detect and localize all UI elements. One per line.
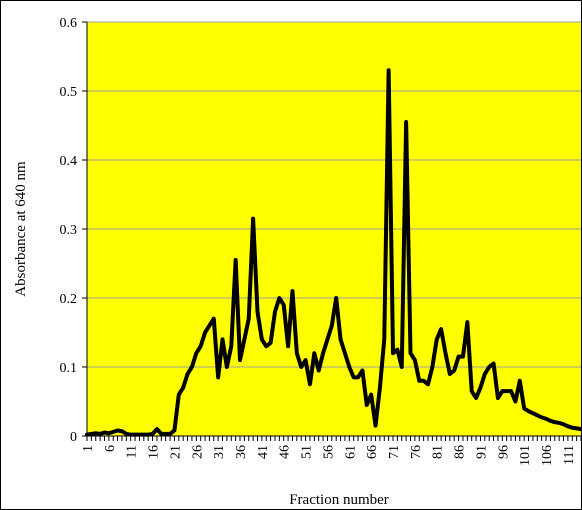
x-tick-label: 11 <box>125 445 140 458</box>
x-tick-label: 16 <box>147 445 162 459</box>
x-tick-label: 86 <box>453 445 468 459</box>
y-tick-label: 0.2 <box>60 292 78 307</box>
y-tick-label: 0.3 <box>60 223 78 238</box>
y-axis-title: Absorbance at 640 nm <box>13 161 29 297</box>
y-tick-label: 0.6 <box>60 16 78 31</box>
x-tick-label: 81 <box>431 445 446 459</box>
x-axis: 1 6 11 16 21 26 31 36 41 46 51 56 61 66 71 76 81 86 91 96 10… <box>81 435 582 466</box>
x-tick-label: 41 <box>256 445 271 459</box>
y-tick-label: 0 <box>70 430 77 445</box>
x-tick-label: 56 <box>321 445 336 459</box>
y-axis: 0 0.1 0.2 0.3 0.4 0.5 0.6 <box>60 16 88 445</box>
series-line <box>85 68 582 437</box>
x-tick-label: 1 <box>81 445 96 452</box>
x-tick-label: 71 <box>387 445 402 459</box>
x-tick-label: 66 <box>365 445 380 459</box>
x-tick-label: 106 <box>540 445 555 466</box>
x-tick-label: 96 <box>496 445 511 459</box>
x-tick-label: 21 <box>168 445 183 459</box>
x-tick-label: 61 <box>343 445 358 459</box>
x-tick-label: 91 <box>474 445 489 459</box>
y-tick-label: 0.4 <box>60 154 78 169</box>
x-tick-label: 6 <box>103 445 118 452</box>
x-tick-label: 26 <box>190 445 205 459</box>
y-tick-label: 0.1 <box>60 361 78 376</box>
x-tick-label: 46 <box>278 445 293 459</box>
x-tick-label: 76 <box>409 445 424 459</box>
y-tick-label: 0.5 <box>60 85 78 100</box>
gridlines <box>87 21 581 368</box>
x-tick-label: 51 <box>300 445 315 459</box>
x-tick-label: 101 <box>518 445 533 466</box>
x-tick-label: 36 <box>234 445 249 459</box>
x-tick-label: 111 <box>562 445 577 465</box>
x-tick-label: 31 <box>212 445 227 459</box>
x-axis-title: Fraction number <box>289 492 389 508</box>
